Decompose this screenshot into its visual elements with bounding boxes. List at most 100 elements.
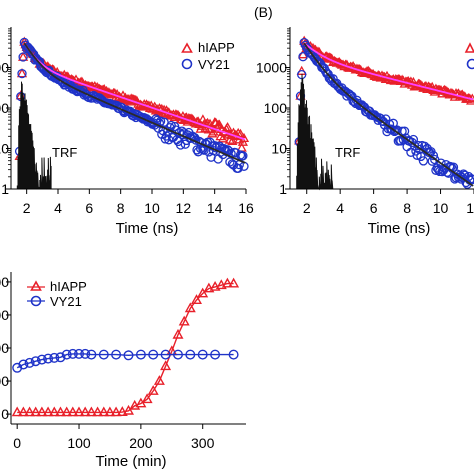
data-point-vy21 [98,349,109,360]
y-tick-label: 100 [264,100,288,116]
x-tick-label: 200 [129,435,153,451]
x-tick-label: 16 [238,200,254,216]
y-tick-label: 1000 [256,60,287,76]
data-point-hiapp [197,287,209,298]
data-point-vy21 [148,349,159,360]
data-point-vy21 [228,349,239,360]
data-point-vy21 [67,348,78,359]
data-point-hiapp [55,406,66,417]
data-point-hiapp [67,406,79,417]
data-point-vy21 [197,349,208,360]
panel-b-trf-label: TRF [335,145,360,160]
panel-b-legend-marker-partial-2 [466,58,474,70]
panel-b-axes: 2 4 6 8 10 12 1 10 100 1000 [256,27,474,216]
data-point-vy21 [175,140,186,150]
y-tick-label: 100 [0,100,9,116]
y-tick-label: 10 [0,141,9,157]
data-point-hiapp [170,109,182,119]
panel-c-xlabel: Time (min) [95,453,166,470]
panel-b-plot [294,35,474,191]
data-point-hiapp [123,404,134,415]
panel-b: (B) 2 4 6 8 10 12 1 10 100 1000 Time (ns) TRF [254,4,474,237]
data-point-vy21 [34,56,45,67]
data-point-hiapp [98,406,110,417]
data-point-hiapp [79,406,91,417]
data-point-vy21 [86,349,97,360]
fit-line-vy21 [16,353,234,369]
y-tick-label: 00 [0,340,9,356]
data-point-hiapp [141,393,153,404]
data-point-vy21 [111,349,122,360]
data-point-hiapp [104,406,116,417]
data-point-hiapp [110,406,122,417]
data-point-vy21 [17,68,27,79]
panel-b-legend-marker-partial [464,42,474,53]
data-point-hiapp [61,406,73,417]
y-tick-label: 00 [0,307,9,323]
legend-vy21-marker [181,58,193,70]
data-point-hiapp [178,315,190,326]
data-point-hiapp [17,406,29,417]
data-point-vy21 [455,170,465,180]
data-point-hiapp [153,375,165,385]
data-point-vy21 [458,169,469,179]
data-point-vy21 [210,349,221,360]
panel-a-plot [14,36,250,190]
data-point-vy21 [180,139,190,149]
data-point-vy21 [123,350,134,361]
data-point-hiapp [222,121,233,132]
data-point-vy21 [165,122,175,133]
x-tick-label: 4 [336,200,344,216]
data-point-vy21 [49,352,60,363]
x-tick-label: 12 [466,200,474,216]
data-point-hiapp [227,135,238,145]
data-point-hiapp [85,406,97,417]
data-point-hiapp [160,360,172,371]
data-point-vy21 [185,349,196,360]
y-tick-label: 1000 [0,60,9,76]
x-tick-label: 6 [370,200,378,216]
legend-c-hiapp-marker [30,280,42,291]
data-point-vy21 [416,151,426,162]
data-point-hiapp [30,406,42,417]
x-tick-label: 8 [117,200,125,216]
data-point-hiapp [217,133,229,143]
data-point-vy21 [199,145,209,155]
y-tick-label: 1 [1,181,9,197]
x-tick-label: 2 [23,200,31,216]
y-tick-label: 10 [271,141,287,157]
data-point-hiapp [116,406,128,416]
data-point-vy21 [160,349,171,360]
data-point-vy21 [387,124,397,135]
data-point-hiapp [184,302,196,313]
data-point-vy21 [18,52,28,62]
fit-line-vy21 [23,42,246,164]
data-point-vy21 [298,52,308,62]
data-point-hiapp [73,406,85,417]
x-tick-label: 300 [191,435,215,451]
y-tick-label: 00 [0,373,9,389]
data-point-hiapp [92,406,104,417]
data-point-hiapp [36,406,48,417]
y-tick-label: 00 [0,274,9,290]
data-point-vy21 [18,359,29,370]
data-point-hiapp [224,134,236,144]
x-tick-label: 6 [85,200,93,216]
data-point-vy21 [43,353,54,364]
data-point-hiapp [17,51,29,61]
data-point-vy21 [80,348,91,359]
panel-a-axes: 2 4 6 8 10 12 14 16 1 10 100 1000 [0,27,254,216]
data-point-hiapp [11,406,23,417]
y-tick-label: 1 [279,181,287,197]
data-point-hiapp [172,328,184,339]
data-point-vy21 [412,150,422,160]
x-tick-label: 12 [176,200,192,216]
x-tick-label: 100 [67,435,91,451]
data-point-hiapp [209,280,221,291]
data-point-hiapp [191,294,202,304]
data-point-vy21 [467,174,474,185]
x-tick-label: 10 [433,200,449,216]
data-point-hiapp [147,385,159,395]
data-point-hiapp [24,406,36,417]
